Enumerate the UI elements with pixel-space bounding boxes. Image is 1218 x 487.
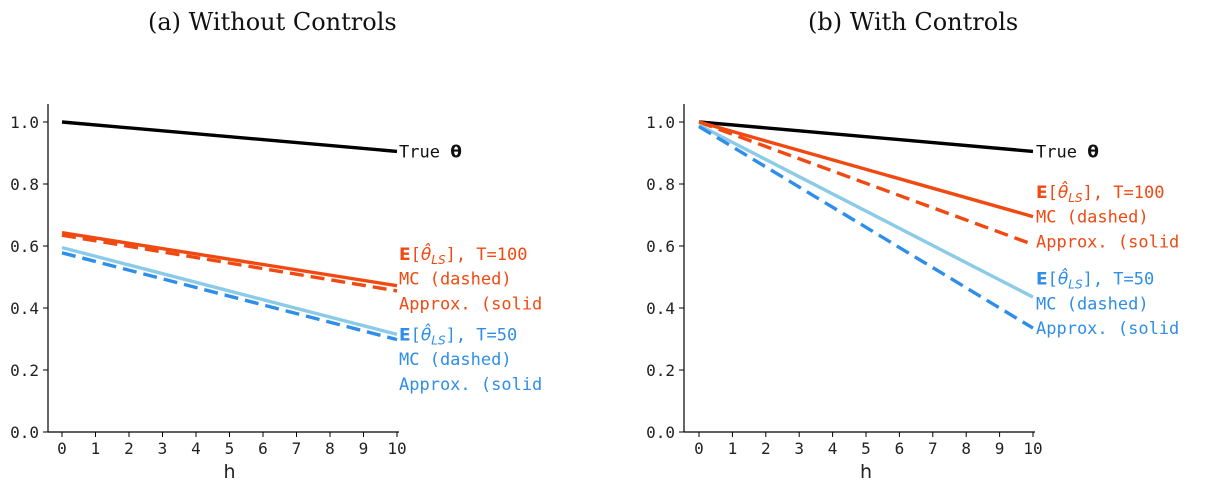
- y-tick-label: 0.4: [646, 299, 675, 318]
- x-tick-label: 1: [728, 439, 738, 458]
- series-approx-t100: [61, 231, 398, 288]
- x-tick-label: 6: [895, 439, 905, 458]
- x-tick-label: 2: [761, 439, 771, 458]
- chart-panel-1: 0.0 0.2 0.4 0.6 0.8 1.0 0 1 2 3 4 5 6 7 8 9 10 h True θ E[θ…: [646, 104, 1179, 483]
- x-tick-label: 4: [191, 439, 201, 458]
- x-tick-label: 0: [57, 439, 67, 458]
- x-tick-label: 7: [928, 439, 938, 458]
- annotation-t100-approx: Approx. (solid: [399, 294, 542, 314]
- annotation-t50-head: E[θ̂LS], T=50: [1036, 266, 1154, 291]
- series-approx-t50: [698, 123, 1034, 299]
- x-tick-label: 5: [861, 439, 871, 458]
- x-tick-label: 3: [794, 439, 804, 458]
- series-mc-t100: [698, 120, 1034, 247]
- chart-panel-0: 0.0 0.2 0.4 0.6 0.8 1.0 0 1 2 3 4 5 6 7 8 9 10 h True θ E[θ…: [10, 104, 542, 483]
- annotation-t50-head: E[θ̂LS], T=50: [399, 322, 517, 347]
- x-axis-label: h: [860, 461, 872, 483]
- annotation-t50-mc: MC (dashed): [1036, 294, 1149, 314]
- x-tick-label: 7: [292, 439, 302, 458]
- y-tick-label: 0.8: [646, 175, 675, 194]
- annotation-t100-mc: MC (dashed): [399, 270, 512, 290]
- y-tick-label: 1.0: [10, 113, 39, 132]
- x-tick-label: 0: [694, 439, 704, 458]
- x-tick-label: 8: [961, 439, 971, 458]
- x-tick-label: 9: [995, 439, 1005, 458]
- series-mc-t100: [61, 233, 398, 293]
- y-tick-label: 0.0: [10, 423, 39, 442]
- series-true-theta: [698, 120, 1034, 154]
- annotation-true: True θ: [399, 142, 462, 162]
- y-tick-label: 0.6: [10, 237, 39, 256]
- y-tick-label: 0.2: [10, 361, 39, 380]
- series-mc-t50: [698, 125, 1034, 330]
- annotation-t100-approx: Approx. (solid: [1036, 232, 1179, 252]
- panel-title-a: (a) Without Controls: [148, 8, 397, 36]
- y-tick-label: 0.2: [646, 361, 675, 380]
- annotation-t50-approx: Approx. (solid: [1036, 319, 1179, 339]
- annotation-t100-head: E[θ̂LS], T=100: [399, 242, 527, 267]
- x-tick-label: 5: [225, 439, 235, 458]
- x-tick-label: 2: [124, 439, 134, 458]
- panel-title-b: (b) With Controls: [808, 8, 1019, 36]
- annotation-t100-head: E[θ̂LS], T=100: [1036, 180, 1164, 205]
- x-tick-label: 4: [828, 439, 838, 458]
- annotation-t50-approx: Approx. (solid: [399, 375, 542, 395]
- x-axis-label: h: [223, 461, 235, 483]
- x-tick-label: 10: [387, 439, 406, 458]
- y-tick-label: 0.6: [646, 237, 675, 256]
- series-approx-t100: [698, 120, 1034, 219]
- y-tick-label: 1.0: [646, 113, 675, 132]
- series-true-theta: [61, 120, 398, 154]
- annotation-t50-mc: MC (dashed): [399, 350, 512, 370]
- y-tick-label: 0.8: [10, 175, 39, 194]
- series-mc-t50: [61, 251, 398, 342]
- x-tick-label: 1: [91, 439, 101, 458]
- x-tick-label: 6: [258, 439, 268, 458]
- x-tick-label: 3: [158, 439, 168, 458]
- y-tick-label: 0.0: [646, 423, 675, 442]
- y-tick-label: 0.4: [10, 299, 39, 318]
- x-tick-label: 8: [325, 439, 335, 458]
- annotation-t100-mc: MC (dashed): [1036, 208, 1149, 228]
- x-tick-label: 10: [1023, 439, 1042, 458]
- series-approx-t50: [61, 245, 398, 337]
- x-tick-label: 9: [359, 439, 369, 458]
- annotation-true: True θ: [1036, 142, 1099, 162]
